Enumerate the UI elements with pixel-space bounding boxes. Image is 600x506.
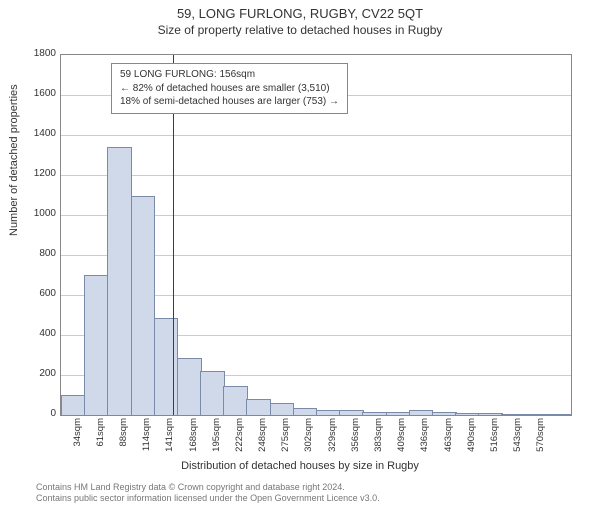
histogram-bar [154, 318, 179, 415]
x-tick-label: 516sqm [489, 418, 500, 458]
histogram-bar [386, 412, 411, 415]
histogram-bar [107, 147, 132, 415]
x-tick-label: 88sqm [118, 418, 129, 458]
histogram-bar [293, 408, 318, 415]
x-tick-label: 490sqm [466, 418, 477, 458]
histogram-bar [548, 414, 573, 415]
x-tick-label: 114sqm [141, 418, 152, 458]
y-tick-label: 1000 [16, 208, 56, 219]
gridline [61, 175, 571, 176]
histogram-bar [501, 414, 526, 415]
x-tick-label: 141sqm [164, 418, 175, 458]
gridline [61, 135, 571, 136]
y-tick-label: 800 [16, 248, 56, 259]
histogram-bar [61, 395, 86, 415]
y-tick-label: 1800 [16, 48, 56, 59]
x-tick-label: 222sqm [234, 418, 245, 458]
annotation-line: ← 82% of detached houses are smaller (3,… [120, 82, 339, 96]
x-tick-label: 383sqm [373, 418, 384, 458]
annotation-line: 18% of semi-detached houses are larger (… [120, 95, 339, 109]
histogram-bar [246, 399, 271, 415]
x-axis-label: Distribution of detached houses by size … [0, 460, 600, 472]
histogram-bar [200, 371, 225, 415]
x-tick-label: 463sqm [443, 418, 454, 458]
x-tick-label: 570sqm [535, 418, 546, 458]
x-tick-label: 302sqm [303, 418, 314, 458]
chart-container: 59, LONG FURLONG, RUGBY, CV22 5QT Size o… [0, 6, 600, 506]
chart-title: 59, LONG FURLONG, RUGBY, CV22 5QT [0, 6, 600, 21]
attribution-line: Contains HM Land Registry data © Crown c… [36, 482, 380, 493]
x-tick-label: 248sqm [257, 418, 268, 458]
x-tick-label: 61sqm [95, 418, 106, 458]
attribution-text: Contains HM Land Registry data © Crown c… [36, 482, 380, 504]
histogram-bar [84, 275, 109, 415]
histogram-bar [223, 386, 248, 415]
y-tick-label: 1400 [16, 128, 56, 139]
histogram-bar [177, 358, 202, 415]
x-tick-label: 195sqm [211, 418, 222, 458]
x-tick-label: 34sqm [72, 418, 83, 458]
histogram-bar [339, 410, 364, 415]
annotation-box: 59 LONG FURLONG: 156sqm← 82% of detached… [111, 63, 348, 114]
y-tick-label: 1600 [16, 88, 56, 99]
x-tick-label: 436sqm [419, 418, 430, 458]
attribution-line: Contains public sector information licen… [36, 493, 380, 504]
chart-subtitle: Size of property relative to detached ho… [0, 23, 600, 37]
x-tick-label: 409sqm [396, 418, 407, 458]
histogram-bar [525, 414, 550, 415]
plot-area: 59 LONG FURLONG: 156sqm← 82% of detached… [60, 54, 572, 416]
y-tick-label: 0 [16, 408, 56, 419]
histogram-bar [478, 413, 503, 415]
histogram-bar [455, 413, 480, 415]
histogram-bar [362, 412, 387, 415]
annotation-line: 59 LONG FURLONG: 156sqm [120, 68, 339, 82]
histogram-bar [316, 410, 341, 415]
x-tick-label: 168sqm [188, 418, 199, 458]
histogram-bar [131, 196, 156, 415]
y-tick-label: 200 [16, 368, 56, 379]
histogram-bar [409, 410, 434, 415]
x-tick-label: 329sqm [327, 418, 338, 458]
x-tick-label: 543sqm [512, 418, 523, 458]
histogram-bar [270, 403, 295, 415]
y-tick-label: 1200 [16, 168, 56, 179]
x-tick-label: 275sqm [280, 418, 291, 458]
y-tick-label: 400 [16, 328, 56, 339]
x-tick-label: 356sqm [350, 418, 361, 458]
y-tick-label: 600 [16, 288, 56, 299]
histogram-bar [432, 412, 457, 415]
